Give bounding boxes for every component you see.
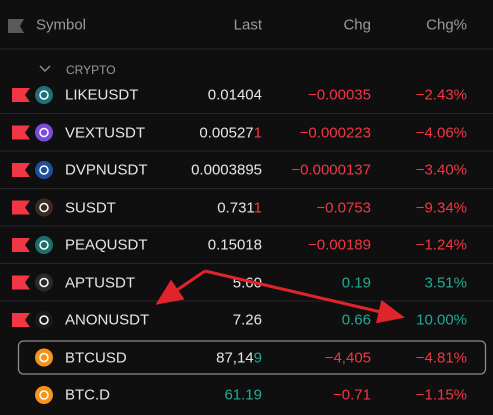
row-flag — [12, 125, 30, 140]
chg: 0.19 — [341, 274, 371, 291]
group-label[interactable]: CRYPTO — [66, 63, 116, 77]
symbol[interactable]: SUSDT — [65, 199, 116, 216]
symbol[interactable]: DVPNUSDT — [65, 161, 148, 179]
row-flag — [12, 238, 30, 252]
last: 0.005271 — [199, 124, 262, 141]
symbol-icon-inner — [39, 277, 49, 288]
symbol-icon — [35, 386, 53, 404]
symbol[interactable]: PEAQUSDT — [65, 236, 148, 254]
symbol-icon-inner — [39, 127, 49, 138]
group-chevron — [39, 65, 51, 73]
symbol[interactable]: ANONUSDT — [65, 311, 150, 329]
symbol[interactable]: BTCUSD — [65, 349, 127, 366]
chg-pct: 10.00% — [416, 311, 467, 329]
header-chg-pct[interactable]: Chg% — [426, 16, 467, 34]
last-part: 9 — [253, 349, 262, 366]
symbol[interactable]: VEXTUSDT — [65, 124, 146, 141]
last: 0.0003895 — [191, 162, 262, 179]
chg-pct: −1.24% — [415, 236, 467, 254]
symbol-icon — [35, 123, 53, 142]
last-part: 5.60 — [232, 274, 262, 291]
last: 0.7311 — [217, 199, 262, 216]
row-flag — [12, 200, 30, 215]
header-last[interactable]: Last — [233, 16, 262, 34]
symbol[interactable]: APTUSDT — [65, 274, 136, 291]
symbol-icon-inner — [39, 352, 49, 363]
last: 0.15018 — [208, 237, 262, 254]
last-part: 1 — [253, 124, 262, 141]
header-flag — [8, 19, 24, 33]
chg: −0.71 — [333, 386, 371, 404]
row-flag — [12, 88, 30, 102]
row-flag — [12, 163, 30, 177]
symbol-icon — [35, 311, 53, 329]
last-part: 1 — [253, 199, 262, 216]
chg-pct: −9.34% — [415, 199, 467, 216]
last-part: 7.26 — [232, 311, 262, 329]
last: 0.01404 — [208, 87, 262, 104]
last: 87,149 — [216, 349, 262, 366]
symbol-icon — [35, 198, 53, 217]
last-part: 0.01404 — [207, 86, 262, 104]
symbol-icon-inner — [39, 390, 49, 400]
last-part: 61.19 — [224, 386, 262, 404]
chg: 0.66 — [341, 311, 371, 329]
chg-pct: −1.15% — [415, 386, 467, 404]
symbol-icon-inner — [39, 202, 49, 213]
symbol-icon-inner — [39, 240, 49, 250]
chg: −4,405 — [324, 349, 371, 366]
symbol-icon — [35, 236, 53, 254]
symbol[interactable]: BTC.D — [65, 386, 110, 404]
chg: −0.00035 — [308, 86, 371, 104]
last-part: 0.731 — [217, 199, 254, 216]
last: 61.19 — [224, 387, 262, 404]
chg: −0.00189 — [308, 236, 371, 254]
symbol-icon-inner — [39, 165, 49, 175]
row-flag — [12, 313, 30, 327]
chg-pct: −4.06% — [415, 124, 467, 141]
last: 7.26 — [233, 312, 262, 329]
symbol-icon-inner — [39, 90, 49, 100]
header-symbol[interactable]: Symbol — [36, 16, 87, 34]
last-part: 0.0003895 — [191, 161, 262, 179]
last-part: 0.00527 — [199, 124, 254, 141]
chg-pct: −3.40% — [415, 161, 467, 179]
chg: −0.0000137 — [291, 161, 371, 179]
last-part: 0.15018 — [207, 236, 262, 254]
symbol-icon — [35, 161, 53, 179]
selection-box — [17, 340, 487, 375]
chg-pct: 3.51% — [424, 274, 467, 291]
last-part: 87,14 — [216, 349, 254, 366]
symbol[interactable]: LIKEUSDT — [65, 86, 139, 104]
symbol-icon — [35, 273, 53, 292]
chg: −0.0753 — [316, 199, 371, 216]
symbol-icon-inner — [39, 315, 49, 325]
symbol-icon — [35, 86, 53, 104]
symbol-icon — [35, 348, 53, 367]
last: 5.60 — [233, 274, 262, 291]
chg: −0.000223 — [299, 124, 371, 141]
header-chg[interactable]: Chg — [343, 16, 371, 34]
chg-pct: −2.43% — [415, 86, 467, 104]
chg-pct: −4.81% — [415, 349, 467, 366]
row-flag — [12, 275, 30, 290]
